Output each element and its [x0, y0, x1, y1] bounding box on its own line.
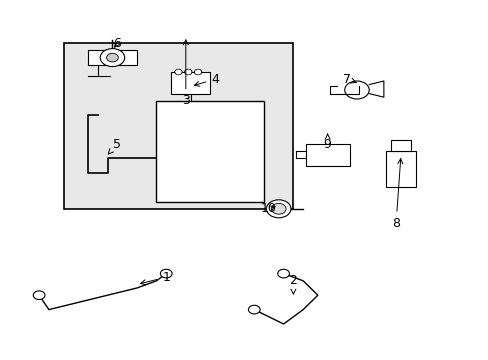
Circle shape — [106, 53, 118, 62]
Text: 5: 5 — [108, 138, 121, 154]
Text: 1: 1 — [141, 271, 170, 285]
Circle shape — [266, 200, 290, 218]
Text: 7: 7 — [343, 73, 356, 86]
Circle shape — [195, 70, 200, 74]
Circle shape — [185, 70, 190, 74]
Circle shape — [277, 269, 289, 278]
Circle shape — [175, 69, 182, 75]
Bar — [88, 50, 137, 65]
Text: 8: 8 — [391, 159, 402, 230]
Bar — [386, 151, 415, 187]
Circle shape — [160, 269, 172, 278]
Text: 3: 3 — [182, 40, 189, 107]
Text: 6: 6 — [113, 37, 121, 50]
Text: 4: 4 — [194, 73, 219, 86]
Text: 10: 10 — [261, 202, 276, 215]
Text: 9: 9 — [323, 134, 331, 150]
Circle shape — [194, 69, 201, 75]
Bar — [171, 72, 210, 94]
Circle shape — [100, 49, 124, 67]
Circle shape — [271, 203, 285, 214]
Circle shape — [248, 305, 260, 314]
Bar — [390, 140, 410, 151]
Circle shape — [176, 70, 181, 74]
Circle shape — [344, 81, 368, 99]
Bar — [305, 144, 349, 166]
Bar — [63, 43, 293, 209]
Bar — [156, 101, 264, 202]
Circle shape — [184, 69, 191, 75]
Text: 2: 2 — [289, 274, 297, 294]
Circle shape — [33, 291, 45, 300]
